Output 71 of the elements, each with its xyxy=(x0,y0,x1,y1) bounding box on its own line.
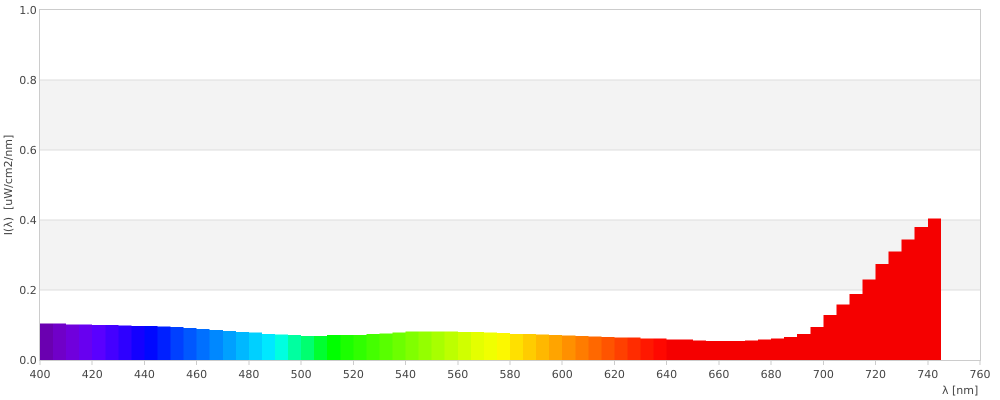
bar xyxy=(340,334,354,360)
bar xyxy=(158,326,171,360)
bar xyxy=(66,324,80,360)
x-tick-label: 680 xyxy=(760,368,782,382)
bar xyxy=(131,326,144,360)
x-tick-label: 520 xyxy=(342,368,364,382)
bar xyxy=(379,333,392,360)
x-tick-label: 480 xyxy=(238,368,260,382)
bar xyxy=(353,334,366,360)
x-tick-label: 740 xyxy=(917,368,938,382)
y-tick-label: 0.6 xyxy=(19,144,37,157)
x-axis-title: λ [nm] xyxy=(942,384,978,397)
y-tick-label: 0.4 xyxy=(19,214,37,227)
bar xyxy=(79,324,92,360)
y-tick-label: 0.2 xyxy=(19,284,37,297)
bar xyxy=(601,336,614,360)
bar xyxy=(640,338,654,360)
bar xyxy=(262,334,275,360)
bar xyxy=(222,330,236,360)
bar xyxy=(418,331,432,360)
bar xyxy=(458,332,471,360)
bar xyxy=(210,330,223,360)
x-tick-label: 660 xyxy=(708,368,730,382)
bar xyxy=(523,334,536,360)
x-tick-label: 460 xyxy=(186,368,208,382)
bar xyxy=(92,325,106,360)
y-axis-title: I(λ) [uW/cm2/nm] xyxy=(2,134,15,236)
x-tick-label: 440 xyxy=(134,368,155,382)
bar xyxy=(549,334,562,360)
bar xyxy=(510,334,524,360)
bar xyxy=(562,336,576,360)
bar xyxy=(366,334,380,360)
bar xyxy=(53,323,66,360)
x-tick-label: 580 xyxy=(500,368,520,382)
bar xyxy=(614,337,628,360)
y-tick-label: 1.0 xyxy=(19,4,37,17)
bar xyxy=(628,338,641,360)
bar xyxy=(248,332,262,360)
x-tick-label: 760 xyxy=(970,368,990,382)
x-tick-label: 700 xyxy=(812,368,834,382)
bar xyxy=(170,327,184,360)
x-tick-label: 420 xyxy=(82,368,103,382)
bar xyxy=(275,334,288,360)
bar xyxy=(118,325,132,360)
x-tick-label: 620 xyxy=(604,368,625,382)
x-tick-label: 640 xyxy=(656,368,678,382)
x-tick-label: 500 xyxy=(290,368,312,382)
bar xyxy=(184,328,197,360)
x-tick-label: 720 xyxy=(865,368,886,382)
y-tick-label: 0.8 xyxy=(19,74,37,87)
x-tick-label: 400 xyxy=(30,368,50,382)
bar xyxy=(236,332,249,360)
y-tick-label: 0.0 xyxy=(19,354,37,367)
x-tick-label: 540 xyxy=(395,368,416,382)
bar xyxy=(40,323,54,360)
bar xyxy=(406,332,419,360)
bar xyxy=(301,336,314,360)
bar xyxy=(444,331,458,360)
bar xyxy=(575,336,588,360)
bar xyxy=(288,334,302,360)
bar xyxy=(432,331,445,360)
bar xyxy=(314,336,328,360)
bar xyxy=(392,332,406,360)
bar xyxy=(327,335,340,360)
x-tick-label: 560 xyxy=(447,368,468,382)
bar xyxy=(536,334,550,360)
bar xyxy=(105,325,118,360)
bar xyxy=(144,326,158,360)
x-tick-label: 600 xyxy=(552,368,573,382)
bar xyxy=(196,328,210,360)
bar xyxy=(588,336,602,360)
